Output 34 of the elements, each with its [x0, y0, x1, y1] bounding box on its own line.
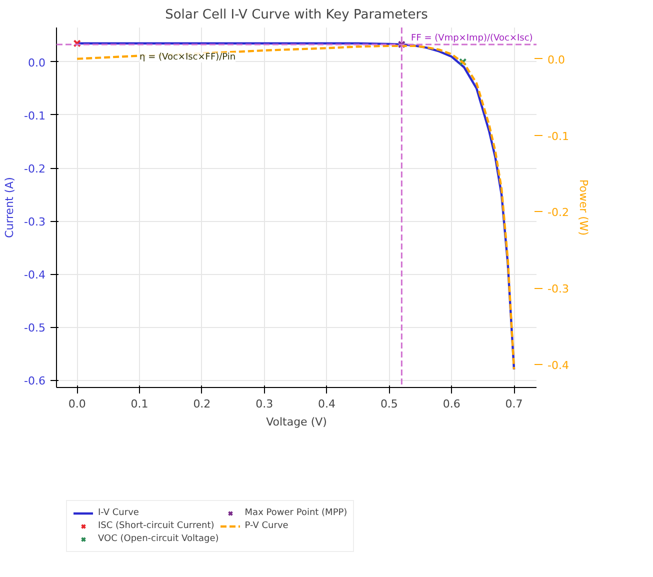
y2-tick-label: -0.3	[548, 282, 569, 296]
legend-label: VOC (Open-circuit Voltage)	[98, 532, 219, 544]
point	[459, 58, 467, 66]
x-tick-label: 0.3	[256, 398, 274, 410]
y-tick-label: -0.3	[24, 216, 46, 229]
x-tick-label: 0.7	[505, 398, 523, 410]
y2-tick-label: 0.0	[548, 53, 565, 66]
point	[73, 40, 81, 48]
y-tick-label: -0.5	[24, 322, 46, 335]
y-tick-label: -0.6	[24, 374, 46, 388]
x-axis-title: Voltage (V)	[266, 416, 327, 428]
legend-label: I-V Curve	[98, 506, 139, 518]
y-tick-label: -0.1	[24, 109, 46, 122]
legend-label: P-V Curve	[244, 520, 288, 532]
x-tick-label: 0.1	[130, 398, 148, 410]
y2-tick-label: -0.2	[548, 206, 569, 220]
legend-label: Max Power Point (MPP)	[244, 506, 348, 518]
y-axis-title: Current (A)	[3, 177, 16, 238]
y2-tick-label: -0.1	[548, 130, 569, 143]
x-tick-label: 0.4	[318, 398, 336, 410]
annotation: FF = (Vmp×Imp)/(Voc×Isc)	[411, 33, 533, 44]
x-tick-label: 0.2	[193, 398, 211, 410]
y-tick-label: -0.2	[24, 162, 46, 176]
point	[398, 40, 406, 48]
y-tick-label: 0.0	[28, 56, 46, 70]
x-tick-label: 0.6	[442, 398, 460, 410]
annotation: η = (Voc×Isc×FF)/Pin	[140, 52, 236, 62]
y2-axis-title: Power (W)	[576, 179, 590, 236]
chart-title: Solar Cell I-V Curve with Key Parameters	[165, 8, 428, 22]
y2-tick-label: -0.4	[548, 359, 569, 372]
legend-label: ISC (Short-circuit Current)	[98, 520, 214, 532]
x-tick-label: 0.0	[68, 398, 86, 410]
y-tick-label: -0.4	[24, 268, 46, 282]
x-tick-label: 0.5	[380, 398, 398, 410]
